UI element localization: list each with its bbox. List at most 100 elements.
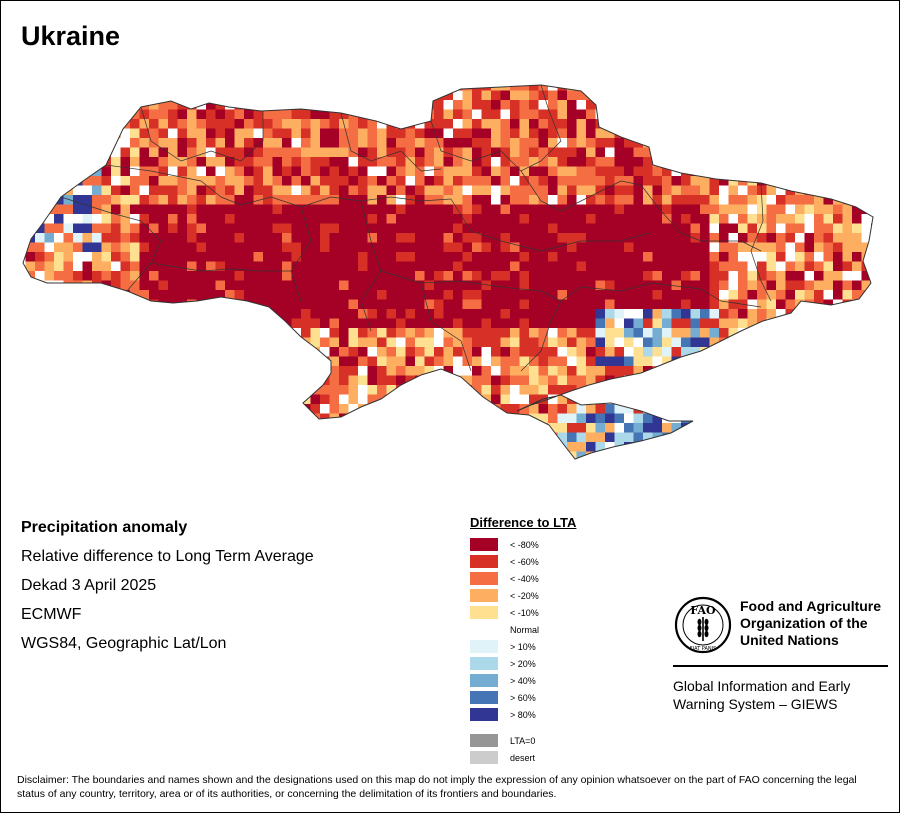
map-grid-cell — [462, 138, 473, 148]
map-grid-cell — [139, 375, 150, 386]
map-grid-cell — [472, 451, 482, 459]
map-grid-cell — [329, 109, 340, 120]
map-grid-cell — [120, 375, 131, 386]
map-grid-cell — [320, 451, 330, 459]
map-grid-cell — [234, 280, 245, 291]
map-grid-cell — [871, 461, 881, 471]
map-grid-cell — [852, 347, 862, 357]
map-grid-cell — [206, 233, 216, 243]
map-grid-cell — [225, 318, 235, 329]
map-grid-cell — [139, 157, 150, 167]
map-grid-cell — [567, 423, 577, 433]
map-grid-cell — [187, 109, 197, 120]
map-grid-cell — [358, 423, 368, 433]
map-grid-cell — [111, 185, 121, 196]
map-grid-cell — [700, 233, 710, 243]
map-grid-cell — [263, 195, 273, 205]
map-grid-cell — [73, 318, 83, 329]
map-grid-cell — [529, 375, 539, 386]
map-grid-cell — [719, 252, 729, 262]
map-grid-cell — [795, 166, 805, 177]
map-grid-cell — [814, 128, 824, 139]
map-grid-cell — [776, 90, 786, 101]
map-grid-cell — [234, 119, 245, 129]
map-grid-cell — [671, 318, 682, 329]
map-grid-cell — [111, 90, 121, 101]
map-grid-cell — [510, 309, 520, 319]
map-grid-cell — [453, 223, 463, 234]
map-grid-cell — [92, 90, 102, 101]
map-grid-cell — [225, 261, 235, 272]
map-grid-cell — [614, 223, 625, 234]
map-grid-cell — [253, 261, 264, 272]
map-grid-cell — [462, 185, 473, 196]
map-grid-cell — [339, 128, 349, 139]
map-grid-cell — [102, 461, 112, 471]
map-grid-cell — [63, 166, 74, 177]
map-grid-cell — [681, 366, 691, 376]
map-grid-cell — [44, 223, 55, 234]
map-grid-cell — [234, 204, 245, 215]
legend-item-lta-zero: LTA=0 — [470, 732, 576, 749]
map-grid-cell — [700, 356, 710, 367]
map-grid-cell — [785, 147, 796, 158]
map-grid-cell — [719, 347, 729, 357]
map-grid-cell — [443, 195, 454, 205]
map-grid-cell — [377, 85, 387, 91]
map-grid-cell — [529, 233, 539, 243]
map-grid-cell — [329, 328, 340, 338]
map-grid-cell — [348, 442, 359, 452]
map-grid-cell — [662, 328, 672, 338]
map-grid-cell — [253, 385, 264, 395]
map-grid-cell — [538, 271, 549, 281]
map-grid-cell — [548, 318, 558, 329]
map-grid-cell — [139, 85, 150, 91]
map-grid-cell — [567, 366, 577, 376]
map-grid-cell — [196, 109, 207, 120]
map-grid-cell — [814, 166, 824, 177]
map-grid-cell — [833, 166, 843, 177]
map-grid-cell — [747, 366, 758, 376]
map-grid-cell — [652, 385, 663, 395]
map-grid-cell — [652, 185, 663, 196]
map-grid-cell — [747, 280, 758, 291]
map-grid-cell — [263, 432, 273, 443]
map-grid-cell — [586, 119, 596, 129]
map-grid-cell — [728, 214, 739, 224]
map-grid-cell — [292, 461, 302, 471]
map-grid-cell — [310, 109, 321, 120]
map-grid-cell — [690, 119, 701, 129]
map-grid-cell — [586, 233, 596, 243]
map-grid-cell — [111, 442, 121, 452]
map-grid-cell — [681, 271, 691, 281]
map-grid-cell — [652, 214, 663, 224]
map-grid-cell — [329, 299, 340, 310]
map-grid-cell — [519, 204, 530, 215]
map-grid-cell — [766, 242, 777, 253]
map-grid-cell — [747, 204, 758, 215]
map-grid-cell — [690, 423, 701, 433]
map-grid-cell — [187, 261, 197, 272]
map-grid-cell — [424, 119, 435, 129]
map-grid-cell — [548, 385, 558, 395]
map-grid-cell — [367, 85, 378, 91]
map-grid-cell — [25, 347, 36, 357]
map-grid-cell — [348, 214, 359, 224]
map-grid-cell — [481, 85, 492, 91]
map-grid-cell — [63, 271, 74, 281]
map-grid-cell — [785, 176, 796, 186]
map-grid-cell — [861, 442, 872, 452]
map-grid-cell — [614, 442, 625, 452]
map-grid-cell — [282, 195, 292, 205]
map-grid-cell — [405, 394, 416, 405]
map-grid-cell — [481, 356, 492, 367]
map-grid-cell — [348, 309, 359, 319]
map-grid-cell — [681, 119, 691, 129]
map-grid-cell — [92, 109, 102, 120]
map-grid-cell — [415, 461, 425, 471]
map-grid-cell — [766, 299, 777, 310]
map-grid-cell — [747, 157, 758, 167]
map-grid-cell — [614, 85, 625, 91]
map-grid-cell — [330, 461, 340, 471]
map-grid-cell — [472, 261, 482, 272]
